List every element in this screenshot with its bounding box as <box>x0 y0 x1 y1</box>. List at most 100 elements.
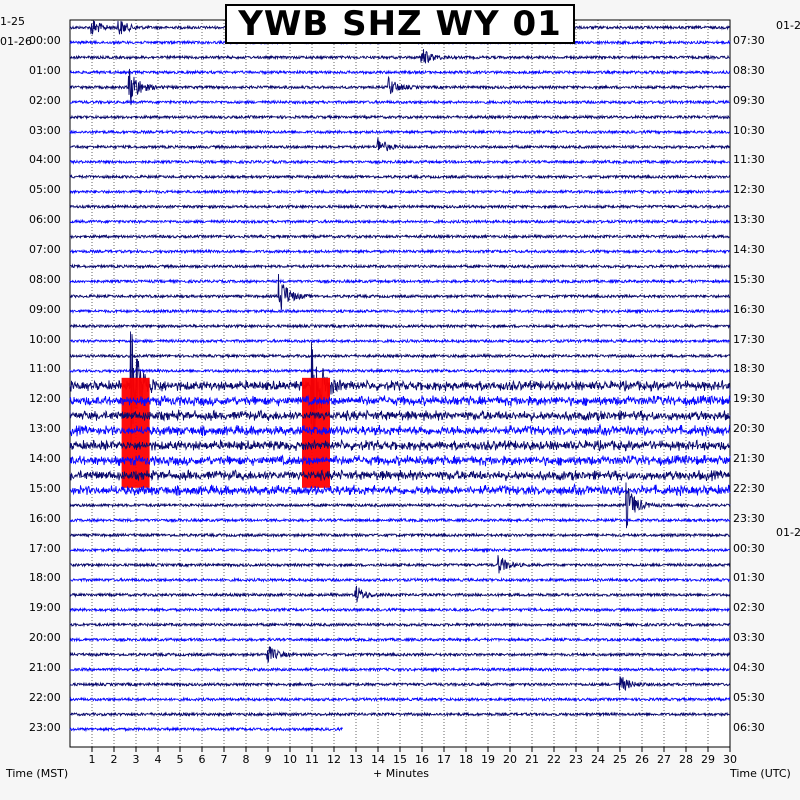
trace-line <box>69 408 731 422</box>
trace-line <box>69 337 731 345</box>
trace-line <box>69 482 731 529</box>
trace-line <box>69 273 731 310</box>
right-hour-label: 20:30 <box>733 422 765 436</box>
right-hour-label: 03:30 <box>733 631 765 645</box>
trace-line <box>69 711 731 718</box>
trace-line <box>69 726 343 733</box>
trace-line <box>69 454 731 467</box>
x-label-left: Time (MST) <box>6 767 69 780</box>
x-axis-ticks: 1 2 3 4 5 6 7 8 9 10 11 12 13 14 15 16 17 18 19 20 21 22 23 24 2… <box>89 747 737 766</box>
left-hour-label: 23:00 <box>29 720 61 734</box>
right-date-mid: 01-2 <box>776 526 800 539</box>
right-hour-label: 10:30 <box>733 123 765 137</box>
trace-line <box>69 621 731 628</box>
trace-line <box>69 99 730 106</box>
right-hour-label: 07:30 <box>733 34 765 47</box>
x-tick-label: 13 <box>349 753 363 766</box>
chart-title: YWB SHZ WY 01 <box>238 4 562 44</box>
x-tick-label: 21 <box>525 753 539 766</box>
right-hour-label: 09:30 <box>733 93 765 107</box>
trace-line <box>69 278 731 285</box>
right-hour-label: 04:30 <box>733 661 765 675</box>
trace-line <box>69 423 731 437</box>
left-hour-label: 04:00 <box>29 153 61 167</box>
trace-line <box>69 137 731 152</box>
trace-line <box>69 158 731 165</box>
x-tick-label: 19 <box>481 753 495 766</box>
right-hour-label: 22:30 <box>733 481 765 495</box>
trace-line <box>69 696 731 703</box>
x-label-center: + Minutes <box>373 767 430 780</box>
x-tick-label: 2 <box>111 753 118 766</box>
x-tick-label: 7 <box>221 753 228 766</box>
x-tick-label: 22 <box>547 753 561 766</box>
trace-line <box>69 532 731 539</box>
trace-line <box>69 517 731 524</box>
trace-line <box>69 555 731 574</box>
right-hour-label: 14:30 <box>733 243 765 257</box>
left-hour-label: 22:00 <box>29 690 61 704</box>
left-hour-label: 07:00 <box>29 243 61 257</box>
left-hour-label: 15:00 <box>29 481 61 495</box>
trace-line <box>69 469 731 482</box>
right-hour-label: 02:30 <box>733 601 765 615</box>
right-hour-label: 12:30 <box>733 183 765 197</box>
x-tick-label: 11 <box>305 753 319 766</box>
trace-line <box>69 576 731 583</box>
left-hour-label: 02:00 <box>29 93 61 107</box>
trace-line <box>69 482 731 497</box>
left-hour-label: 00:00 <box>29 34 61 47</box>
left-hour-label: 17:00 <box>29 541 61 555</box>
x-tick-label: 23 <box>569 753 583 766</box>
right-hour-label: 05:30 <box>733 690 765 704</box>
right-hour-label: 23:30 <box>733 511 765 525</box>
right-hour-label: 00:30 <box>733 541 765 555</box>
left-hour-label: 11:00 <box>29 362 61 376</box>
trace-line <box>69 308 731 315</box>
left-hour-label: 12:00 <box>29 392 61 406</box>
trace-line <box>69 128 731 136</box>
left-hour-label: 08:00 <box>29 272 61 286</box>
trace-line <box>69 636 731 643</box>
left-hour-label: 14:00 <box>29 452 61 466</box>
left-hour-label: 13:00 <box>29 422 61 436</box>
trace-line <box>69 438 731 452</box>
x-tick-label: 26 <box>635 753 649 766</box>
x-tick-label: 1 <box>89 753 96 766</box>
x-tick-label: 6 <box>199 753 206 766</box>
x-tick-label: 30 <box>723 753 737 766</box>
date-label: 01-26 <box>0 35 32 48</box>
x-tick-label: 15 <box>393 753 407 766</box>
prev-date-label: 1-25 <box>0 15 25 28</box>
x-tick-label: 25 <box>613 753 627 766</box>
left-hour-label: 06:00 <box>29 213 61 227</box>
x-tick-label: 20 <box>503 753 517 766</box>
right-hour-label: 18:30 <box>733 362 765 376</box>
seismic-traces <box>69 20 731 733</box>
x-tick-label: 14 <box>371 753 385 766</box>
right-hour-label: 21:30 <box>733 452 765 466</box>
x-tick-label: 10 <box>283 753 297 766</box>
right-hour-label: 15:30 <box>733 272 765 286</box>
trace-line <box>69 263 731 270</box>
x-tick-label: 24 <box>591 753 605 766</box>
left-hour-label: 10:00 <box>29 332 61 346</box>
trace-line <box>69 666 731 673</box>
trace-line <box>69 352 731 359</box>
x-tick-label: 3 <box>133 753 140 766</box>
right-hour-label: 19:30 <box>733 392 765 406</box>
left-hour-label: 21:00 <box>29 661 61 675</box>
x-tick-label: 16 <box>415 753 429 766</box>
trace-line <box>69 68 731 106</box>
right-hour-label: 13:30 <box>733 213 765 227</box>
right-hour-label: 01:30 <box>733 571 765 585</box>
trace-line <box>69 547 731 554</box>
left-hour-label: 03:00 <box>29 123 61 137</box>
title-box: YWB SHZ WY 01 <box>225 4 575 44</box>
trace-line <box>69 49 731 64</box>
left-hour-label: 09:00 <box>29 302 61 316</box>
trace-line <box>69 676 731 692</box>
clipped-signal <box>121 377 150 488</box>
right-date-top: 01-2 <box>776 19 800 32</box>
trace-line <box>69 606 731 613</box>
